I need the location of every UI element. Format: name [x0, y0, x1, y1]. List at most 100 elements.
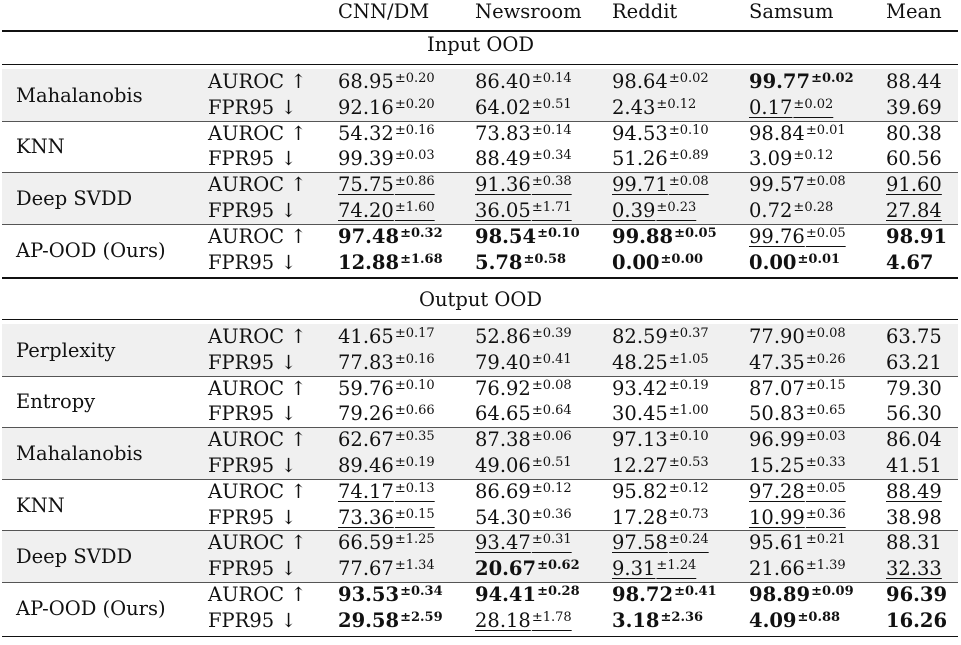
table-cell: 41.51	[886, 454, 942, 478]
cell-value: 99.71	[612, 173, 668, 197]
table-cell: 9.31±1.24	[612, 557, 696, 584]
table-cell: 88.49	[886, 480, 942, 504]
table-cell: 86.40±0.14	[475, 70, 572, 97]
metric-label: FPR95 ↓	[208, 350, 297, 374]
cell-std: ±0.33	[805, 455, 846, 470]
cell-std: ±0.26	[805, 351, 846, 367]
cell-std: ±1.05	[668, 351, 709, 367]
table-cell: 92.16±0.20	[338, 96, 435, 123]
group-rule	[2, 223, 958, 225]
cell-std: ±0.15	[394, 506, 435, 522]
cell-std: ±0.38	[531, 174, 572, 190]
cell-std: ±0.12	[668, 480, 709, 496]
table-cell: 98.72±0.41	[612, 583, 717, 610]
cell-value: 93.53	[338, 583, 400, 606]
cell-value: 0.72	[749, 199, 793, 222]
cell-std: ±0.08	[668, 174, 709, 190]
cell-value: 66.59	[338, 531, 394, 555]
table-cell: 32.33	[886, 557, 942, 581]
table-cell: 97.13±0.10	[612, 428, 709, 455]
cell-std: ±0.39	[531, 326, 572, 341]
cell-std: ±0.10	[668, 429, 709, 445]
table-cell: 94.53±0.10	[612, 122, 709, 149]
table-cell: 93.53±0.34	[338, 583, 443, 610]
table-cell: 76.92±0.08	[475, 377, 572, 404]
metric-label: FPR95 ↓	[208, 402, 297, 426]
cell-value: 73.83	[475, 121, 531, 145]
table-cell: 80.38	[886, 122, 942, 146]
metric-label: FPR95 ↓	[208, 250, 297, 274]
cell-value: 91.60	[886, 173, 942, 197]
cell-std: ±0.02	[811, 71, 854, 86]
table-cell: 79.40±0.41	[475, 351, 572, 378]
table-cell: 30.45±1.00	[612, 402, 709, 429]
cell-std: ±0.34	[531, 148, 572, 164]
table-cell: 60.56	[886, 147, 942, 171]
cell-std: ±1.78	[531, 609, 572, 625]
table-cell: 10.99±0.36	[749, 506, 846, 533]
table-cell: 63.21	[886, 351, 942, 375]
table-cell: 50.83±0.65	[749, 402, 846, 429]
cell-value: 4.09	[749, 608, 797, 632]
table-cell: 98.91	[886, 225, 947, 249]
row-shading	[2, 427, 958, 480]
table-cell: 99.39±0.03	[338, 147, 435, 174]
cell-std: ±0.13	[394, 480, 435, 496]
metric-label: FPR95 ↓	[208, 147, 297, 171]
section-rule	[2, 319, 958, 320]
cell-std: ±0.12	[531, 480, 572, 496]
cell-std: ±0.28	[793, 200, 834, 215]
table-cell: 82.59±0.37	[612, 325, 709, 352]
cell-std: ±0.31	[531, 532, 572, 548]
cell-std: ±0.20	[394, 96, 435, 112]
cell-value: 12.88	[338, 250, 400, 274]
cell-value: 87.38	[475, 428, 531, 452]
cell-std: ±1.71	[531, 200, 572, 215]
cell-std: ±0.89	[668, 148, 709, 164]
table-cell: 89.46±0.19	[338, 454, 435, 481]
cell-value: 27.84	[886, 199, 942, 222]
cell-value: 17.28	[612, 505, 668, 529]
cell-std: ±0.86	[394, 174, 435, 190]
table-cell: 16.26	[886, 609, 947, 633]
table-cell: 98.64±0.02	[612, 70, 709, 97]
cell-value: 32.33	[886, 557, 942, 581]
method-label: KNN	[16, 493, 65, 517]
cell-value: 3.09	[749, 147, 793, 171]
cell-std: ±2.36	[660, 609, 704, 625]
table-cell: 77.67±1.34	[338, 557, 435, 584]
group-rule	[2, 530, 958, 531]
table-cell: 0.00±0.01	[749, 251, 840, 278]
cell-value: 47.35	[749, 350, 805, 374]
cell-std: ±1.34	[394, 558, 435, 574]
table-cell: 91.36±0.38	[475, 173, 572, 200]
cell-value: 28.18	[475, 608, 531, 632]
cell-value: 73.36	[338, 505, 394, 529]
cell-std: ±0.16	[394, 122, 435, 138]
cell-std: ±1.25	[394, 532, 435, 548]
cell-std: ±0.14	[531, 122, 572, 138]
method-label: AP-OOD (Ours)	[16, 596, 166, 620]
cell-std: ±0.62	[537, 558, 580, 574]
cell-value: 99.88	[612, 224, 674, 248]
cell-value: 29.58	[338, 608, 400, 632]
cell-std: ±0.10	[537, 225, 580, 241]
cell-value: 92.16	[338, 95, 394, 119]
cell-value: 51.26	[612, 147, 668, 171]
cell-std: ±0.36	[531, 506, 572, 522]
cell-std: ±0.41	[674, 584, 717, 599]
cell-value: 97.13	[612, 428, 668, 452]
table-cell: 96.99±0.03	[749, 428, 846, 455]
cell-value: 95.61	[749, 531, 805, 555]
table-cell: 94.41±0.28	[475, 583, 580, 610]
table-cell: 86.04	[886, 428, 942, 452]
cell-std: ±0.17	[394, 326, 435, 341]
cell-value: 64.02	[475, 95, 531, 119]
table-cell: 20.67±0.62	[475, 557, 580, 584]
cell-value: 48.25	[612, 350, 668, 374]
cell-value: 96.39	[886, 583, 948, 606]
cell-std: ±0.03	[805, 429, 846, 445]
section-title: Input OOD	[427, 33, 534, 56]
table-cell: 91.60	[886, 173, 942, 197]
cell-std: ±0.14	[531, 71, 572, 86]
